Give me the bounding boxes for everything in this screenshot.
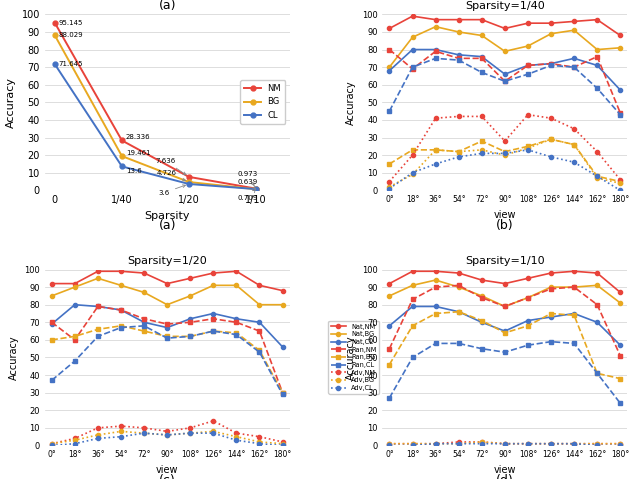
Title: Sparsity=1/10: Sparsity=1/10 [465, 256, 545, 266]
X-axis label: view: view [156, 465, 179, 475]
Text: 13.6: 13.6 [126, 168, 141, 173]
Text: 3.6: 3.6 [159, 185, 186, 195]
Text: (a): (a) [159, 219, 176, 232]
Text: 95.145: 95.145 [59, 20, 83, 26]
Text: 0.973: 0.973 [237, 171, 257, 185]
Title: (a): (a) [159, 0, 176, 12]
X-axis label: view: view [493, 465, 516, 475]
Title: Sparsity=1/20: Sparsity=1/20 [127, 256, 207, 266]
Text: (c): (c) [159, 474, 175, 479]
Text: 4.726: 4.726 [157, 170, 186, 181]
Text: 7.636: 7.636 [156, 158, 186, 175]
Legend: NM, BG, CL: NM, BG, CL [240, 80, 285, 124]
Text: 0.709: 0.709 [237, 190, 257, 201]
Title: Sparsity=1/40: Sparsity=1/40 [465, 1, 545, 11]
Legend: Nat,NM, Nat,BG, Nat,CL, Ran,NM, Ran,BG, Ran,CL, Adv,NM, Adv,BG, Adv,CL: Nat,NM, Nat,BG, Nat,CL, Ran,NM, Ran,BG, … [328, 321, 379, 394]
Y-axis label: Accuracy: Accuracy [8, 335, 19, 380]
Text: 19.461: 19.461 [126, 150, 150, 156]
Text: 0.639: 0.639 [237, 179, 257, 189]
Text: 28.336: 28.336 [126, 134, 150, 140]
Text: (b): (b) [496, 219, 514, 232]
X-axis label: Sparsity: Sparsity [145, 211, 190, 221]
Y-axis label: Accuracy: Accuracy [346, 335, 356, 380]
X-axis label: view: view [493, 210, 516, 220]
Text: 88.029: 88.029 [59, 32, 83, 38]
Text: 71.645: 71.645 [59, 61, 83, 67]
Y-axis label: Accuracy: Accuracy [346, 80, 356, 125]
Y-axis label: Accuracy: Accuracy [6, 77, 16, 128]
Text: (d): (d) [496, 474, 514, 479]
